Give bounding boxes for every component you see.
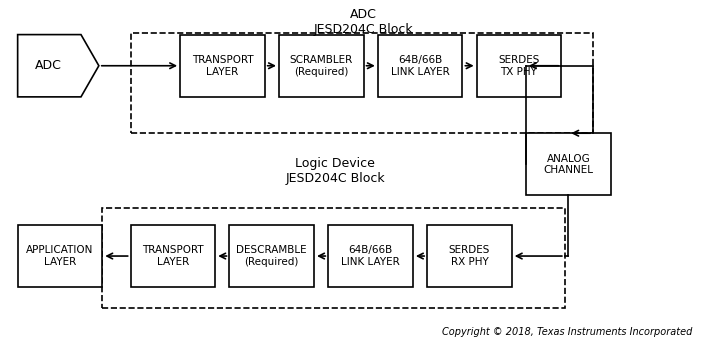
Text: ANALOG
CHANNEL: ANALOG CHANNEL <box>544 154 593 175</box>
Text: Logic Device
JESD204C Block: Logic Device JESD204C Block <box>285 157 385 185</box>
Text: APPLICATION
LAYER: APPLICATION LAYER <box>26 245 94 267</box>
Text: SERDES
RX PHY: SERDES RX PHY <box>449 245 490 267</box>
Text: SERDES
TX PHY: SERDES TX PHY <box>498 55 539 76</box>
FancyBboxPatch shape <box>378 35 462 97</box>
Text: 64B/66B
LINK LAYER: 64B/66B LINK LAYER <box>341 245 400 267</box>
Text: ADC: ADC <box>35 59 62 72</box>
FancyBboxPatch shape <box>427 225 512 287</box>
Text: TRANSPORT
LAYER: TRANSPORT LAYER <box>191 55 253 76</box>
FancyBboxPatch shape <box>477 35 561 97</box>
Polygon shape <box>18 35 99 97</box>
FancyBboxPatch shape <box>18 225 102 287</box>
FancyBboxPatch shape <box>229 225 314 287</box>
FancyBboxPatch shape <box>180 35 265 97</box>
Text: ADC
JESD204C Block: ADC JESD204C Block <box>313 9 414 36</box>
Text: DESCRAMBLE
(Required): DESCRAMBLE (Required) <box>237 245 307 267</box>
FancyBboxPatch shape <box>526 133 611 195</box>
FancyBboxPatch shape <box>328 225 413 287</box>
Text: Copyright © 2018, Texas Instruments Incorporated: Copyright © 2018, Texas Instruments Inco… <box>441 327 692 337</box>
FancyBboxPatch shape <box>279 35 364 97</box>
FancyBboxPatch shape <box>131 225 215 287</box>
Text: 64B/66B
LINK LAYER: 64B/66B LINK LAYER <box>390 55 450 76</box>
Text: SCRAMBLER
(Required): SCRAMBLER (Required) <box>289 55 353 76</box>
Text: TRANSPORT
LAYER: TRANSPORT LAYER <box>142 245 204 267</box>
